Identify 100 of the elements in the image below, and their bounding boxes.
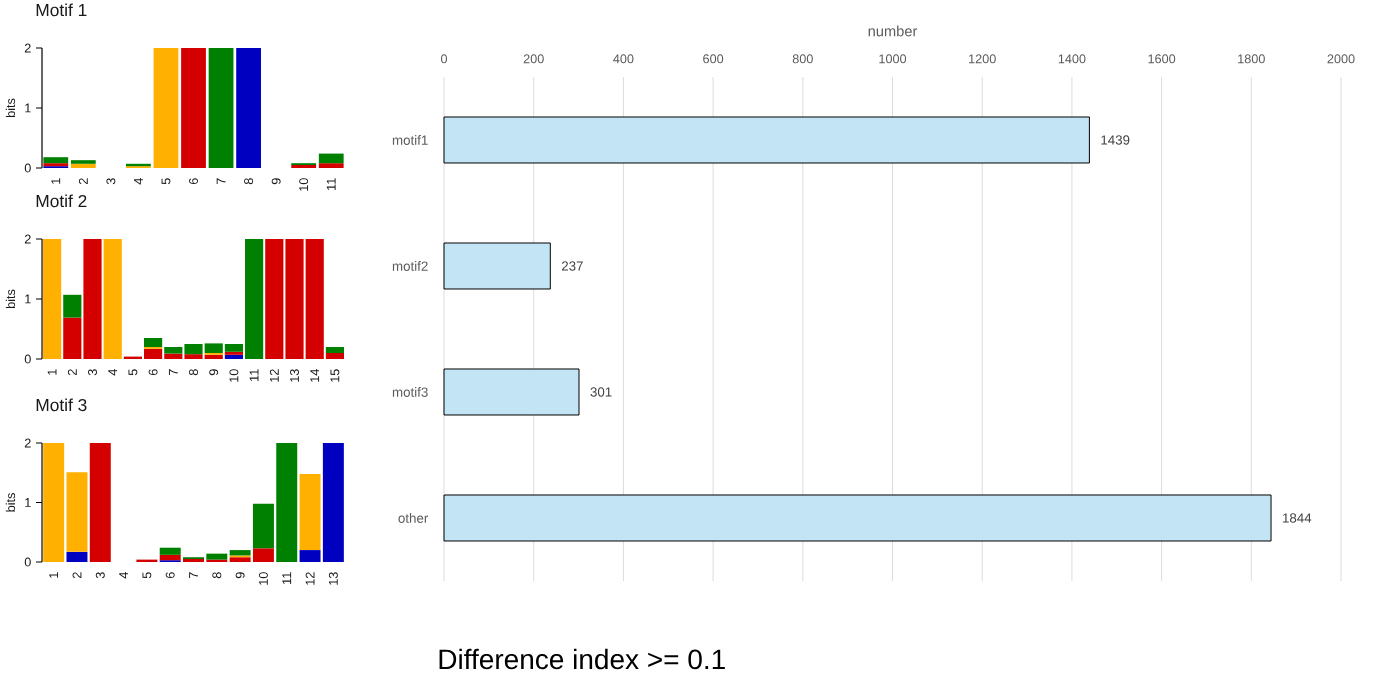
x-tick-label: 6: [165, 572, 175, 579]
x-tick-label: 1: [47, 369, 57, 375]
x-tick-label: 4: [134, 178, 143, 185]
x-tick-label: 5: [142, 572, 152, 579]
x-tick-label: 12: [305, 572, 315, 585]
x-tick-label: 11: [249, 369, 259, 381]
x-tick-label: 5: [161, 178, 171, 185]
x-tick-label: 7: [216, 178, 226, 185]
x-tick-label: 13: [290, 369, 299, 382]
bar: [184, 343, 203, 355]
bar: [66, 551, 88, 562]
x-tick-label: 9: [209, 369, 219, 376]
bar: [318, 153, 344, 164]
x-tick-label: 3: [95, 572, 105, 579]
bar: [443, 368, 580, 416]
bar: [164, 346, 183, 354]
y-axis-title: bits: [5, 98, 16, 118]
y-tick-label: 2: [24, 43, 31, 53]
x-tick-label: 2: [78, 178, 88, 185]
x-tick-label: 800: [792, 54, 813, 64]
x-tick-label: 8: [212, 572, 222, 579]
x-tick-label: 1200: [969, 54, 996, 64]
bar: [224, 343, 243, 352]
bar: [443, 116, 1090, 164]
bar: [206, 553, 228, 560]
bar: [276, 442, 298, 562]
x-tick-label: 3: [88, 369, 97, 376]
bar: [153, 47, 179, 168]
x-tick-label: 8: [244, 178, 254, 185]
x-tick-label: 2: [67, 369, 77, 376]
bar: [89, 442, 111, 562]
x-tick-label: 1400: [1058, 54, 1086, 64]
bar: [229, 557, 251, 562]
bar: [325, 346, 344, 353]
x-tick-label: 3: [106, 178, 116, 185]
x-tick-label: 9: [235, 572, 245, 579]
x-tick-label: 10: [229, 369, 239, 382]
bar: [224, 354, 243, 359]
x-tick-label: 7: [168, 369, 178, 376]
y-axis-title: bits: [5, 289, 16, 309]
y-tick-label: 2: [24, 234, 31, 244]
x-tick-label: 0: [440, 54, 448, 64]
bar: [322, 442, 344, 562]
bar: [63, 294, 82, 318]
y-tick-label: motif3: [392, 387, 428, 397]
bar: [181, 47, 206, 168]
y-axis-title: bits: [5, 493, 16, 512]
bar: [265, 238, 284, 359]
bar: [299, 473, 321, 551]
bar: [204, 343, 223, 353]
x-tick-label: 12: [269, 369, 279, 382]
bar: [443, 494, 1272, 542]
data-label: 237: [561, 261, 583, 271]
bar: [299, 550, 321, 562]
bar: [236, 47, 261, 168]
bar: [159, 554, 181, 561]
x-tick-label: 15: [330, 369, 340, 382]
data-label: 1844: [1283, 513, 1312, 523]
bar: [70, 163, 96, 168]
bar: [63, 317, 82, 359]
x-tick-label: 1800: [1238, 54, 1265, 64]
y-tick-label: other: [398, 513, 429, 523]
bar: [224, 351, 243, 355]
y-tick-label: 0: [24, 163, 31, 173]
bar: [325, 352, 344, 359]
bar: [245, 238, 264, 359]
bar: [66, 472, 88, 552]
y-tick-label: 0: [24, 557, 31, 567]
x-tick-label: 9: [271, 178, 281, 185]
x-tick-label: 1: [51, 178, 61, 184]
chart-title: Motif 1: [36, 3, 87, 17]
bar: [252, 548, 274, 562]
bar: [184, 354, 203, 359]
x-tick-label: 1000: [879, 54, 907, 64]
bar: [208, 47, 234, 168]
bar: [164, 353, 183, 359]
y-tick-label: 1: [25, 498, 31, 507]
bar: [144, 337, 163, 347]
chart-title: Motif 2: [36, 194, 87, 208]
x-tick-label: 2: [72, 572, 82, 579]
x-tick-label: 1: [49, 572, 59, 578]
x-tick-label: 8: [189, 369, 198, 376]
bar: [443, 242, 551, 290]
bar: [252, 503, 274, 549]
x-tick-label: 13: [328, 572, 338, 585]
y-tick-label: motif2: [392, 261, 428, 271]
x-tick-label: 7: [189, 572, 198, 579]
x-tick-label: 4: [108, 369, 118, 376]
y-tick-label: 1: [25, 294, 31, 304]
x-tick-label: 400: [613, 54, 634, 64]
bar: [318, 163, 344, 168]
bar: [285, 238, 304, 359]
x-tick-label: 11: [326, 178, 336, 190]
bar: [70, 160, 96, 164]
y-tick-label: 1: [25, 103, 31, 113]
chart-title: Motif 3: [36, 398, 87, 412]
y-tick-label: motif1: [392, 135, 428, 145]
y-tick-label: 2: [24, 438, 31, 448]
data-label: 1439: [1101, 135, 1130, 145]
x-tick-label: 11: [282, 572, 292, 584]
